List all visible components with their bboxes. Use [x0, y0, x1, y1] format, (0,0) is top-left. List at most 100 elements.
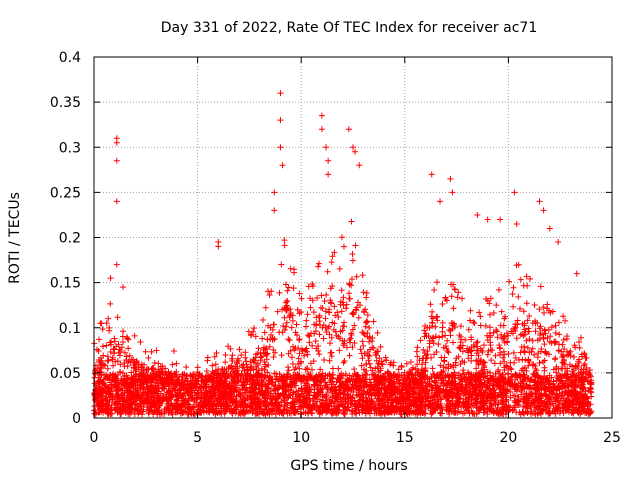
roti-point: [153, 347, 160, 354]
roti-point: [484, 369, 491, 376]
roti-point: [320, 335, 327, 342]
roti-point: [345, 404, 352, 411]
roti-point: [114, 358, 121, 365]
roti-point: [378, 381, 385, 388]
roti-point: [491, 360, 498, 367]
roti-point: [326, 306, 333, 313]
roti-point: [488, 401, 495, 408]
roti-point: [457, 384, 464, 391]
roti-point: [348, 218, 355, 225]
roti-point: [582, 395, 589, 402]
roti-point: [293, 408, 300, 415]
roti-point: [336, 265, 343, 272]
roti-point: [233, 359, 240, 366]
roti-point: [517, 331, 524, 338]
roti-point: [166, 409, 173, 416]
roti-point: [473, 365, 480, 372]
roti-point: [481, 359, 488, 366]
roti-point: [207, 394, 214, 401]
roti-point: [378, 358, 385, 365]
roti-point: [203, 408, 210, 415]
roti-point: [298, 385, 305, 392]
roti-point: [137, 384, 144, 391]
roti-point: [512, 385, 519, 392]
roti-point: [309, 342, 316, 349]
roti-point: [402, 386, 409, 393]
roti-point: [422, 379, 429, 386]
roti-point: [493, 326, 500, 333]
roti-point: [329, 365, 336, 372]
roti-point: [319, 370, 326, 377]
roti-point: [548, 374, 555, 381]
roti-point: [307, 304, 314, 311]
roti-point: [327, 340, 334, 347]
roti-point: [523, 367, 530, 374]
roti-point: [529, 345, 536, 352]
roti-point: [473, 410, 480, 417]
roti-point: [336, 335, 343, 342]
roti-point: [187, 406, 194, 413]
roti-point: [211, 407, 218, 414]
roti-point: [576, 339, 583, 346]
roti-point: [253, 382, 260, 389]
roti-point: [241, 397, 248, 404]
roti-point: [281, 242, 288, 249]
roti-point: [206, 409, 213, 416]
roti-point: [417, 337, 424, 344]
roti-point: [362, 319, 369, 326]
roti-point: [438, 396, 445, 403]
roti-point: [518, 386, 525, 393]
roti-point: [456, 399, 463, 406]
roti-point: [536, 306, 543, 313]
roti-point: [228, 382, 235, 389]
roti-point: [465, 326, 472, 333]
roti-point: [542, 385, 549, 392]
roti-point: [487, 295, 494, 302]
roti-point: [442, 372, 449, 379]
roti-point: [559, 401, 566, 408]
roti-point: [268, 408, 275, 415]
roti-point: [229, 364, 236, 371]
roti-point: [173, 396, 180, 403]
roti-point: [399, 400, 406, 407]
roti-point: [530, 361, 537, 368]
roti-point: [450, 281, 457, 288]
roti-point: [210, 374, 217, 381]
roti-point: [329, 388, 336, 395]
roti-point: [579, 398, 586, 405]
roti-point: [185, 390, 192, 397]
roti-point: [179, 403, 186, 410]
roti-point: [492, 389, 499, 396]
roti-point: [338, 308, 345, 315]
roti-point: [288, 324, 295, 331]
roti-point: [113, 392, 120, 399]
roti-point: [430, 408, 437, 415]
roti-point: [95, 394, 102, 401]
roti-point: [410, 397, 417, 404]
roti-point: [387, 361, 394, 368]
roti-point: [106, 324, 113, 331]
roti-point: [428, 354, 435, 361]
roti-point: [320, 403, 327, 410]
roti-point: [406, 390, 413, 397]
roti-point: [435, 341, 442, 348]
roti-point: [253, 371, 260, 378]
roti-point: [282, 281, 289, 288]
roti-point: [429, 409, 436, 416]
roti-point: [343, 344, 350, 351]
roti-point: [548, 339, 555, 346]
roti-point: [333, 405, 340, 412]
roti-point: [577, 369, 584, 376]
roti-point: [365, 403, 372, 410]
roti-point: [400, 374, 407, 381]
roti-point: [281, 393, 288, 400]
roti-point: [342, 385, 349, 392]
roti-point: [312, 328, 319, 335]
roti-point: [330, 371, 337, 378]
roti-point: [245, 328, 252, 335]
roti-point: [470, 342, 477, 349]
roti-point: [285, 336, 292, 343]
roti-point: [513, 388, 520, 395]
roti-point: [581, 360, 588, 367]
roti-point: [144, 392, 151, 399]
